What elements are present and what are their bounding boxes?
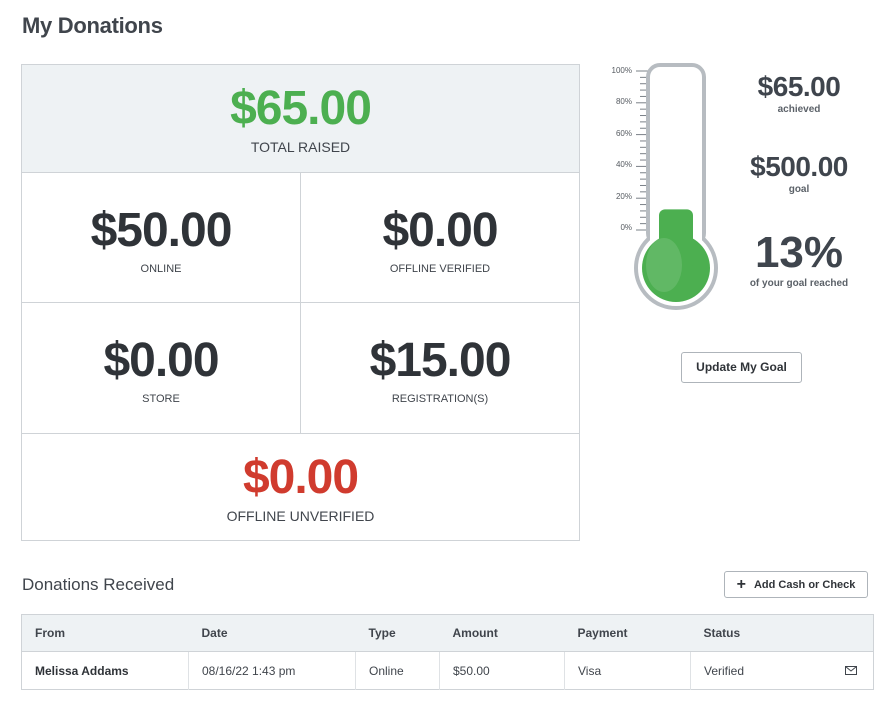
- add-cash-or-check-label: Add Cash or Check: [753, 579, 856, 591]
- donation-date: 08/16/22 1:43 pm: [188, 651, 356, 690]
- column-header-amount: Amount: [439, 614, 565, 652]
- donations-section-title: Donations Received: [22, 575, 175, 594]
- store-label: STORE: [142, 393, 180, 405]
- registrations-label: REGISTRATION(S): [391, 393, 489, 405]
- offline-verified-amount: $0.00: [382, 204, 498, 257]
- tick-label-100: 100%: [611, 66, 632, 75]
- column-header-date: Date: [188, 614, 356, 652]
- donation-payment: Visa: [564, 651, 691, 690]
- update-goal-button[interactable]: Update My Goal: [681, 352, 802, 383]
- add-cash-or-check-button[interactable]: + Add Cash or Check: [724, 571, 868, 598]
- achieved-label: achieved: [777, 104, 821, 115]
- total-raised-cell: $65.00 TOTAL RAISED: [22, 65, 579, 173]
- donation-amount: $50.00: [439, 651, 565, 690]
- achieved-amount: $65.00: [757, 71, 841, 102]
- offline-verified-cell: $0.00 OFFLINE VERIFIED: [301, 173, 579, 303]
- online-amount: $50.00: [90, 204, 233, 257]
- thermometer-graphic: [634, 63, 718, 310]
- totals-panel: $65.00 TOTAL RAISED $50.00 ONLINE $0.00 …: [21, 64, 580, 541]
- offline-unverified-amount: $0.00: [242, 451, 359, 504]
- goal-label: goal: [788, 184, 810, 195]
- online-label: ONLINE: [140, 263, 182, 275]
- total-raised-amount: $65.00: [230, 82, 372, 135]
- goal-thermometer: 100% 80% 60% 40% 20% 0%: [604, 60, 724, 315]
- column-header-payment: Payment: [564, 614, 691, 652]
- goal-stats: $65.00 achieved $500.00 goal 13% of your…: [724, 71, 874, 290]
- store-amount: $0.00: [103, 334, 219, 387]
- envelope-icon[interactable]: [845, 666, 857, 675]
- donor-name: Melissa Addams: [21, 651, 189, 690]
- tick-label-20: 20%: [615, 192, 632, 201]
- tick-label-0: 0%: [620, 223, 632, 232]
- donations-table: From Date Type Amount Payment Status Mel…: [21, 614, 874, 690]
- registrations-amount: $15.00: [369, 334, 512, 387]
- page-title: My Donations: [22, 13, 163, 38]
- offline-unverified-label: OFFLINE UNVERIFIED: [226, 508, 375, 524]
- table-header-row: From Date Type Amount Payment Status: [21, 614, 874, 652]
- column-header-status: Status: [690, 614, 874, 652]
- thermometer-fill: [659, 209, 693, 270]
- plus-icon: +: [736, 576, 746, 593]
- goal-percent: 13%: [754, 228, 844, 277]
- tick-label-40: 40%: [615, 160, 632, 169]
- store-cell: $0.00 STORE: [22, 303, 301, 434]
- registrations-cell: $15.00 REGISTRATION(S): [301, 303, 579, 434]
- tick-label-80: 80%: [615, 97, 632, 106]
- offline-verified-label: OFFLINE VERIFIED: [389, 263, 491, 275]
- offline-unverified-cell: $0.00 OFFLINE UNVERIFIED: [22, 434, 579, 540]
- goal-amount: $500.00: [750, 151, 848, 182]
- donation-type: Online: [355, 651, 440, 690]
- total-raised-label: TOTAL RAISED: [250, 139, 351, 155]
- column-header-from: From: [21, 614, 189, 652]
- goal-percent-label: of your goal reached: [749, 278, 849, 289]
- online-cell: $50.00 ONLINE: [22, 173, 301, 303]
- donation-status: Verified: [704, 663, 745, 678]
- table-row[interactable]: Melissa Addams 08/16/22 1:43 pm Online $…: [21, 651, 874, 690]
- column-header-type: Type: [355, 614, 440, 652]
- donation-status-cell: Verified: [691, 652, 874, 690]
- tick-label-60: 60%: [615, 129, 632, 138]
